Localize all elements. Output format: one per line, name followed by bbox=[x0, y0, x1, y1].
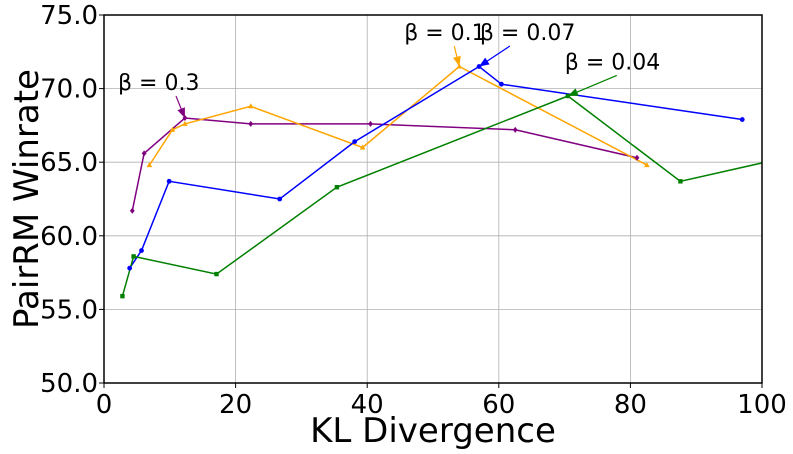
series-line-beta-0-04 bbox=[121, 95, 762, 297]
x-tick-label: 40 bbox=[351, 390, 384, 420]
x-tick-label: 20 bbox=[219, 390, 252, 420]
series-line-beta-0-3 bbox=[131, 117, 638, 211]
data-point bbox=[248, 120, 254, 127]
x-tick-label: 100 bbox=[737, 390, 787, 420]
y-tick-label: 70.0 bbox=[40, 75, 98, 105]
data-point bbox=[334, 185, 340, 190]
x-tick-label: 80 bbox=[614, 390, 647, 420]
data-point bbox=[277, 196, 283, 202]
data-point bbox=[368, 120, 373, 127]
plot-frame bbox=[103, 14, 763, 384]
data-point bbox=[131, 254, 136, 259]
annotation-arrowhead bbox=[567, 88, 579, 96]
y-tick-label: 65.0 bbox=[40, 148, 98, 178]
series-layer bbox=[120, 63, 762, 299]
annotation-arrowhead bbox=[453, 55, 461, 67]
data-point bbox=[166, 178, 172, 184]
data-point bbox=[499, 81, 504, 87]
data-point bbox=[352, 139, 358, 144]
series-line-beta-0-07 bbox=[129, 65, 743, 269]
data-point bbox=[644, 162, 650, 168]
data-point bbox=[169, 126, 176, 132]
y-tick-label: 50.0 bbox=[40, 369, 98, 399]
annotation-label: β = 0.3 bbox=[118, 71, 199, 96]
data-point bbox=[139, 248, 144, 253]
data-point bbox=[565, 93, 571, 99]
tick-layer: 0 20 40 60 80 100 50.0 55.0 60.0 65.0 70.0 75.0 bbox=[40, 1, 787, 420]
annotation-label: β = 0.04 bbox=[565, 50, 660, 75]
y-tick-label: 60.0 bbox=[40, 222, 98, 252]
x-axis-label: KL Divergence bbox=[310, 411, 556, 451]
data-point bbox=[146, 162, 153, 168]
data-point bbox=[634, 154, 640, 161]
data-point bbox=[214, 271, 219, 277]
annotation-layer: β = 0.3 β = 0.1β = 0.07 β = 0.04 bbox=[118, 21, 660, 119]
annotation-arrowhead bbox=[479, 57, 490, 67]
data-point bbox=[182, 120, 188, 126]
annotation-arrowhead bbox=[177, 107, 185, 119]
data-point bbox=[141, 150, 147, 157]
x-tick-label: 0 bbox=[96, 390, 113, 420]
y-axis-label: PairRM Winrate bbox=[7, 69, 47, 329]
x-tick-label: 60 bbox=[482, 390, 515, 420]
data-point bbox=[678, 179, 683, 184]
y-tick-label: 75.0 bbox=[40, 1, 98, 31]
data-point bbox=[739, 117, 745, 122]
y-tick-label: 55.0 bbox=[40, 295, 98, 325]
data-point bbox=[120, 293, 125, 299]
data-point bbox=[127, 265, 133, 271]
data-point bbox=[512, 126, 518, 133]
data-point bbox=[247, 103, 254, 109]
data-point bbox=[359, 144, 366, 150]
series-clip-group bbox=[121, 65, 762, 297]
annotation-label: β = 0.07 bbox=[480, 21, 575, 46]
grid bbox=[103, 14, 763, 384]
annotation-label: β = 0.1 bbox=[404, 21, 485, 46]
data-point bbox=[129, 207, 135, 214]
